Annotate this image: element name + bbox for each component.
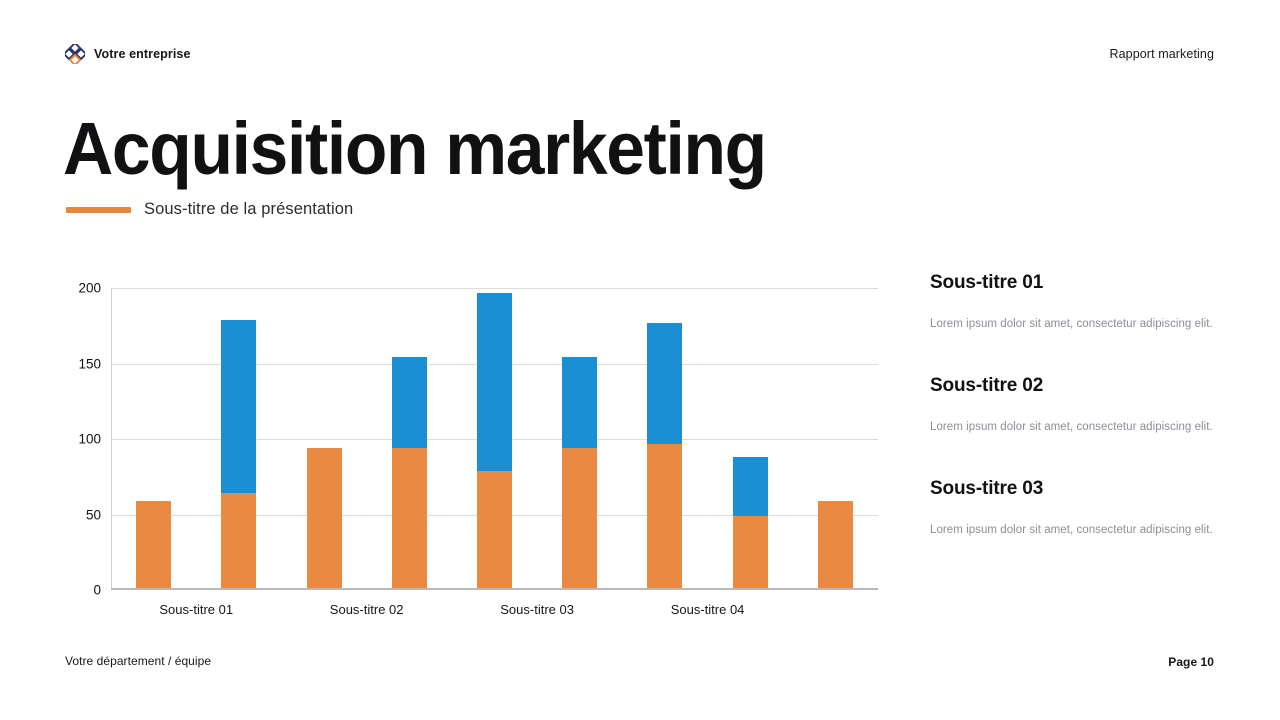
side-block-body: Lorem ipsum dolor sit amet, consectetur … — [930, 318, 1213, 330]
footer-left-label: Votre département / équipe — [65, 654, 212, 668]
bar-segment-series-1 — [136, 500, 172, 590]
subtitle-accent-rule — [66, 206, 131, 213]
bar-segment-series-2 — [732, 457, 768, 517]
side-block-title: Sous-titre 03 — [930, 478, 1044, 499]
chart-bar — [647, 322, 683, 590]
bar-segment-series-1 — [477, 470, 512, 590]
subtitle-row: Sous-titre de la présentation — [66, 200, 353, 219]
y-axis-tick-label: 150 — [78, 356, 101, 371]
diamond-grid-logo-icon — [62, 41, 88, 67]
bar-segment-series-2 — [647, 322, 683, 444]
chart-bar — [221, 319, 257, 590]
page-title: Acquisition marketing — [63, 107, 767, 190]
side-block-title: Sous-titre 01 — [930, 272, 1044, 293]
bar-segment-series-1 — [732, 516, 768, 590]
y-axis-tick-label: 100 — [78, 431, 101, 447]
chart-bar — [477, 292, 512, 590]
bar-segment-series-2 — [477, 292, 512, 471]
bar-segment-series-1 — [221, 493, 257, 590]
bar-segment-series-1 — [647, 443, 683, 590]
brand-name: Votre entreprise — [94, 47, 191, 61]
slide-header: Votre entreprise Rapport marketing — [0, 41, 1280, 68]
x-axis-line — [111, 588, 878, 590]
bar-segment-series-2 — [221, 319, 257, 494]
bar-segment-series-1 — [562, 448, 598, 590]
side-block-title: Sous-titre 02 — [930, 375, 1044, 396]
gridline — [111, 590, 878, 591]
page-subtitle: Sous-titre de la présentation — [144, 200, 354, 218]
chart-bar — [817, 500, 853, 590]
side-text-panel: Sous-titre 01 Lorem ipsum dolor sit amet,… — [930, 272, 1230, 581]
chart-plot-area: 0 50 100 150 200 — [78, 281, 878, 598]
gridline — [111, 288, 878, 289]
bar-segment-series-1 — [817, 500, 853, 590]
bar-series-container — [111, 288, 878, 590]
brand: Votre entreprise — [62, 41, 191, 67]
bar-segment-series-1 — [391, 448, 427, 590]
bar-segment-series-1 — [306, 448, 342, 590]
chart-bar — [562, 357, 598, 590]
bar-chart: 0 50 100 150 200 Sous-titre 01 Sous-titre 02 S… — [66, 272, 888, 628]
x-axis-category-label: Sous-titre 04 — [670, 602, 745, 617]
chart-bar — [306, 448, 342, 590]
x-axis-category-label: Sous-titre 01 — [159, 602, 234, 617]
side-text-block: Sous-titre 03 Lorem ipsum dolor sit amet,… — [930, 478, 1230, 538]
side-text-block: Sous-titre 02 Lorem ipsum dolor sit amet,… — [930, 375, 1230, 435]
y-axis-tick-label: 200 — [78, 280, 101, 296]
bar-segment-series-2 — [562, 357, 598, 449]
header-right-label: Rapport marketing — [1109, 47, 1214, 61]
side-block-body: Lorem ipsum dolor sit amet, consectetur … — [930, 524, 1213, 536]
side-text-block: Sous-titre 01 Lorem ipsum dolor sit amet,… — [930, 272, 1230, 332]
chart-bar — [136, 500, 172, 590]
x-axis-labels: Sous-titre 01 Sous-titre 02 Sous-titre 03 S… — [111, 602, 878, 624]
footer-page-number: Page 10 — [1168, 655, 1214, 669]
y-axis-tick-label: 50 — [85, 507, 101, 522]
y-axis-tick-label: 0 — [93, 582, 101, 598]
side-block-body: Lorem ipsum dolor sit amet, consectetur … — [930, 421, 1213, 433]
chart-bar — [391, 357, 427, 590]
x-axis-category-label: Sous-titre 02 — [329, 602, 404, 617]
chart-bar — [732, 457, 768, 590]
x-axis-category-label: Sous-titre 03 — [500, 602, 574, 617]
bar-segment-series-2 — [391, 357, 427, 449]
